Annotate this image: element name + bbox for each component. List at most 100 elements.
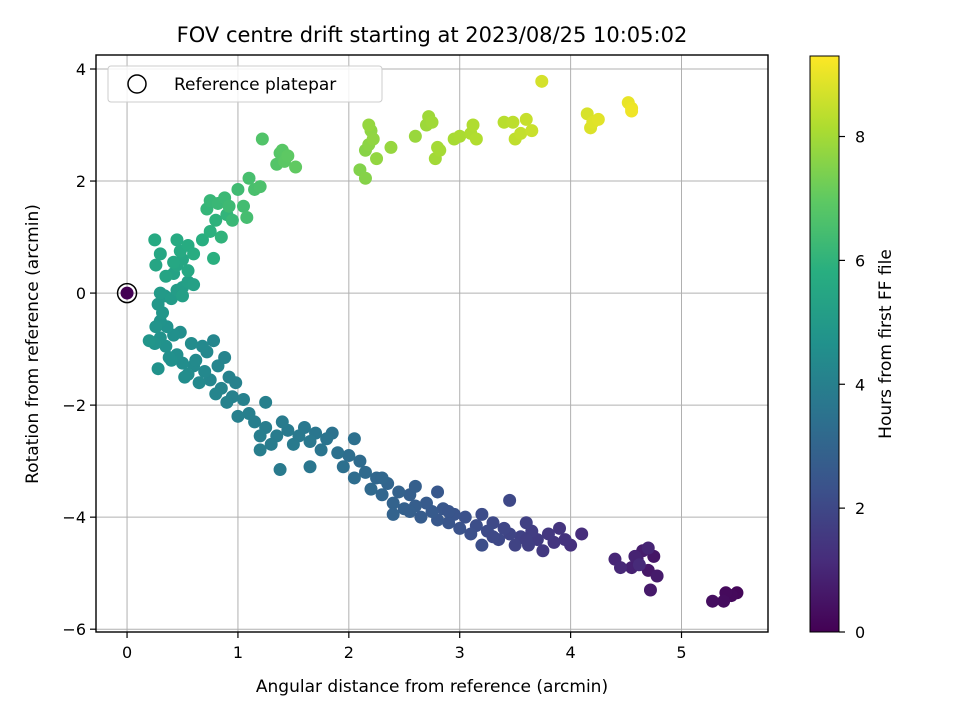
- legend-label: Reference platepar: [174, 75, 336, 95]
- data-point-46: [414, 510, 428, 524]
- data-point-15: [614, 561, 628, 575]
- x-tick-label-1: 1: [233, 643, 243, 662]
- data-point-122: [184, 337, 198, 350]
- data-point-156: [207, 251, 221, 265]
- data-point-120: [207, 334, 221, 348]
- data-point-153: [209, 213, 223, 227]
- data-point-62: [486, 530, 500, 544]
- data-point-20: [553, 521, 567, 535]
- data-point-69: [375, 471, 389, 485]
- x-tick-label-2: 2: [344, 643, 354, 662]
- data-point-37: [464, 527, 478, 541]
- data-point-45: [419, 496, 433, 510]
- data-point-51: [386, 496, 400, 510]
- data-point-119: [218, 351, 232, 365]
- data-point-174: [281, 149, 295, 163]
- data-point-67: [403, 505, 417, 519]
- y-axis-label: Rotation from reference (arcmin): [23, 204, 43, 484]
- data-point-100: [198, 365, 212, 379]
- data-point-56: [358, 465, 372, 479]
- reference-point-dot: [120, 286, 134, 300]
- legend: Reference platepar: [107, 65, 383, 103]
- data-point-91: [220, 395, 234, 409]
- data-point-95: [273, 463, 287, 477]
- colorbar-tick-label-4: 8: [855, 128, 865, 147]
- data-point-200: [514, 126, 528, 140]
- data-point-57: [353, 454, 367, 468]
- data-point-31: [497, 521, 511, 535]
- data-point-16: [632, 558, 646, 572]
- x-axis-label: Angular distance from reference (arcmin): [256, 677, 608, 697]
- data-point-148: [170, 233, 184, 247]
- data-point-165: [240, 210, 254, 224]
- data-point-137: [175, 289, 189, 303]
- data-point-188: [425, 115, 439, 129]
- plot-frame: [95, 54, 769, 633]
- data-point-97: [259, 395, 273, 409]
- data-point-96: [303, 460, 317, 474]
- y-tick-label-5: 4: [76, 60, 86, 79]
- data-point-143: [167, 255, 181, 269]
- x-tick-label-3: 3: [455, 643, 465, 662]
- colorbar-tick-label-3: 6: [855, 251, 865, 270]
- y-tick-label-0: −6: [62, 620, 86, 639]
- data-point-154: [214, 230, 228, 244]
- data-point-17: [575, 527, 589, 541]
- data-point-196: [469, 132, 483, 146]
- data-point-169: [255, 132, 269, 146]
- legend-box: [107, 65, 383, 103]
- data-point-168: [253, 180, 267, 194]
- data-point-185: [408, 129, 422, 143]
- data-point-112: [162, 351, 176, 365]
- data-point-39: [453, 521, 467, 535]
- data-point-50: [392, 485, 406, 499]
- data-point-162: [225, 213, 239, 227]
- data-point-75: [314, 443, 328, 457]
- colorbar: 0 2 4 6 8 Hours from first FF file: [809, 55, 896, 642]
- data-point-59: [342, 449, 356, 463]
- data-point-152: [203, 224, 217, 238]
- data-point-7: [643, 583, 657, 597]
- data-point-145: [153, 247, 167, 261]
- data-points: [142, 74, 744, 608]
- data-point-141: [181, 264, 195, 278]
- x-tick-label-0: 0: [122, 643, 132, 662]
- data-point-61: [331, 446, 345, 460]
- data-point-72: [347, 432, 361, 446]
- data-point-74: [320, 432, 334, 446]
- data-point-23: [536, 544, 550, 558]
- data-point-210: [625, 104, 639, 118]
- x-tick-label-4: 4: [566, 643, 576, 662]
- data-point-164: [236, 199, 250, 213]
- y-tick-label-2: −2: [62, 396, 86, 415]
- data-point-86: [253, 429, 267, 443]
- data-point-121: [195, 339, 209, 353]
- data-point-202: [525, 124, 539, 138]
- data-point-64: [503, 493, 517, 507]
- data-point-35: [475, 507, 489, 521]
- data-point-82: [275, 415, 289, 429]
- x-ticks: 0 1 2 3 4 5: [122, 632, 687, 662]
- data-point-29: [508, 538, 522, 552]
- colorbar-gradient: [809, 55, 840, 633]
- data-point-65: [475, 538, 489, 552]
- data-point-58: [347, 471, 361, 485]
- y-ticks: −6 −4 −2 0 2 4: [62, 60, 96, 639]
- data-point-89: [231, 409, 245, 423]
- data-point-13: [641, 541, 655, 555]
- data-point-177: [358, 171, 372, 185]
- data-point-38: [458, 510, 472, 524]
- x-tick-label-5: 5: [676, 643, 686, 662]
- data-point-195: [466, 118, 480, 132]
- data-point-84: [264, 437, 278, 451]
- data-point-161: [222, 199, 236, 213]
- data-point-53: [375, 488, 389, 502]
- data-point-68: [386, 507, 400, 521]
- chart-title: FOV centre drift starting at 2023/08/25 …: [177, 23, 688, 47]
- data-point-131: [153, 286, 167, 300]
- data-point-191: [433, 143, 447, 157]
- data-point-98: [209, 387, 223, 401]
- data-point-193: [453, 129, 467, 143]
- legend-open-circle-marker: [127, 74, 147, 94]
